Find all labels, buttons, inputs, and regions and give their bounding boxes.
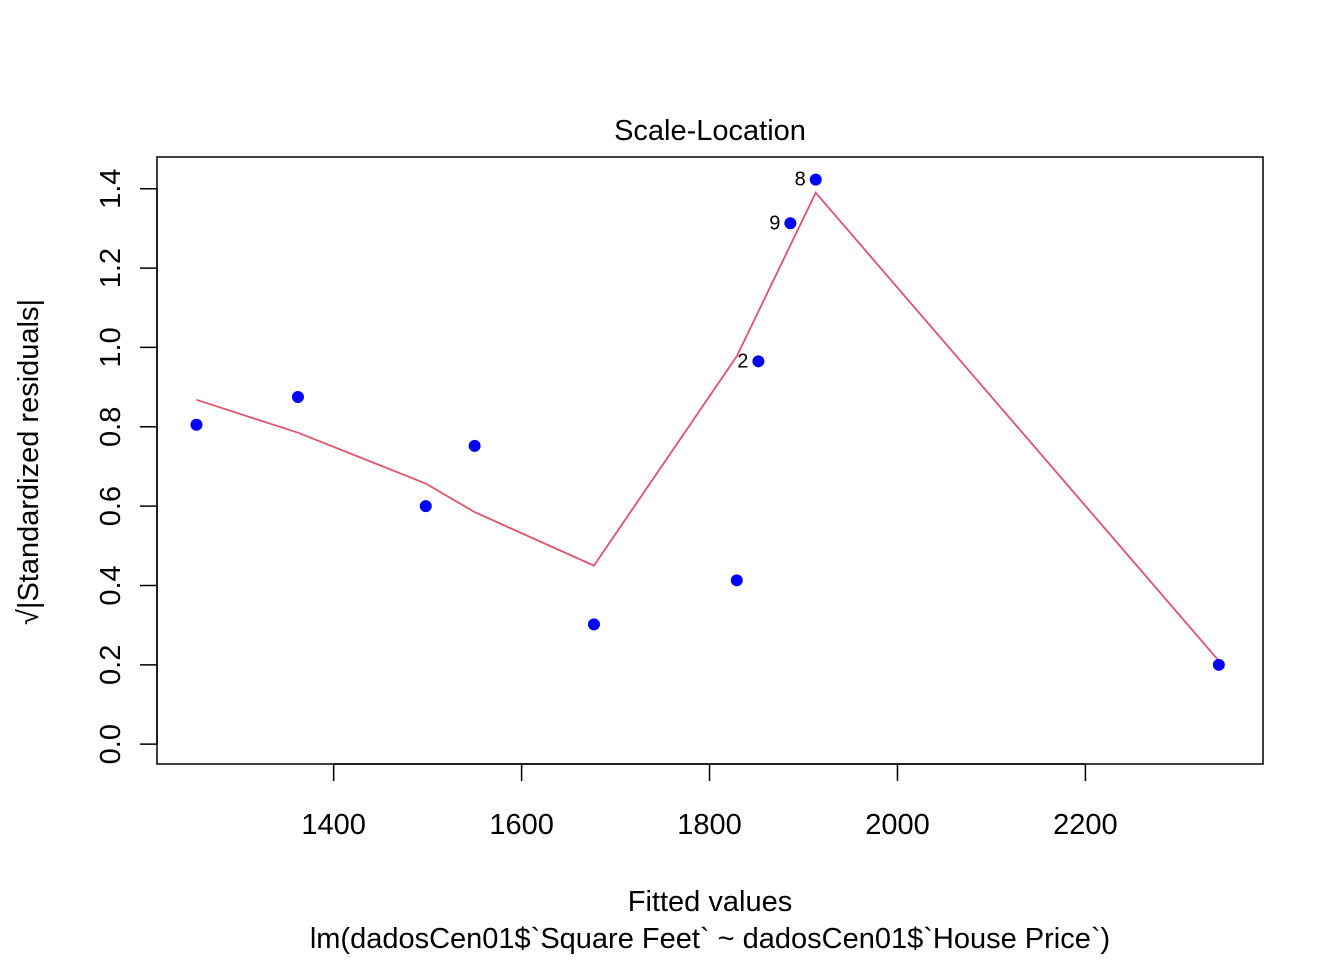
- sqrt-symbol: √: [13, 609, 45, 625]
- x-tick-label: 2200: [1053, 809, 1118, 841]
- x-tick-label: 1400: [301, 809, 366, 841]
- data-point: [468, 439, 481, 452]
- data-points: 2 98: [190, 169, 1225, 671]
- y-tick-label: 0.2: [95, 645, 127, 685]
- y-tick-label: 0.0: [95, 724, 127, 764]
- x-axis-label: Fitted values: [628, 886, 792, 918]
- x-axis: 1400 1600 1800 2000 2200: [301, 763, 1118, 841]
- point-label: 2: [737, 350, 748, 372]
- y-tick-label: 1.2: [95, 248, 127, 288]
- data-point: [730, 574, 743, 587]
- y-tick-label: 0.6: [95, 486, 127, 526]
- data-point: [752, 355, 765, 368]
- data-point: [291, 391, 304, 404]
- data-point: [419, 500, 432, 513]
- data-point: [190, 418, 203, 431]
- x-tick-label: 1600: [489, 809, 554, 841]
- y-axis: 0.0 0.2 0.4 0.6 0.8 1.0 1.2 1.4: [95, 169, 158, 764]
- point-label: 8: [795, 169, 806, 191]
- model-formula-subtitle: lm(dadosCen01$`Square Feet` ~ dadosCen01…: [310, 923, 1110, 955]
- data-point: [1212, 658, 1225, 671]
- y-axis-label: √|Standardized residuals|: [13, 299, 45, 625]
- y-tick-label: 1.0: [95, 327, 127, 367]
- smoother-line: [196, 191, 1220, 662]
- y-tick-label: 0.4: [95, 565, 127, 605]
- x-tick-label: 2000: [865, 809, 930, 841]
- data-point: [784, 217, 797, 230]
- data-point: [587, 618, 600, 631]
- y-axis-label-group: √|Standardized residuals|: [13, 299, 45, 625]
- y-tick-label: 1.4: [95, 169, 127, 209]
- chart-title: Scale-Location: [614, 115, 806, 147]
- y-tick-label: 0.8: [95, 407, 127, 447]
- x-tick-label: 1800: [677, 809, 742, 841]
- y-axis-label-text: |Standardized residuals|: [13, 299, 45, 609]
- data-point: [809, 173, 822, 186]
- point-label: 9: [769, 212, 780, 234]
